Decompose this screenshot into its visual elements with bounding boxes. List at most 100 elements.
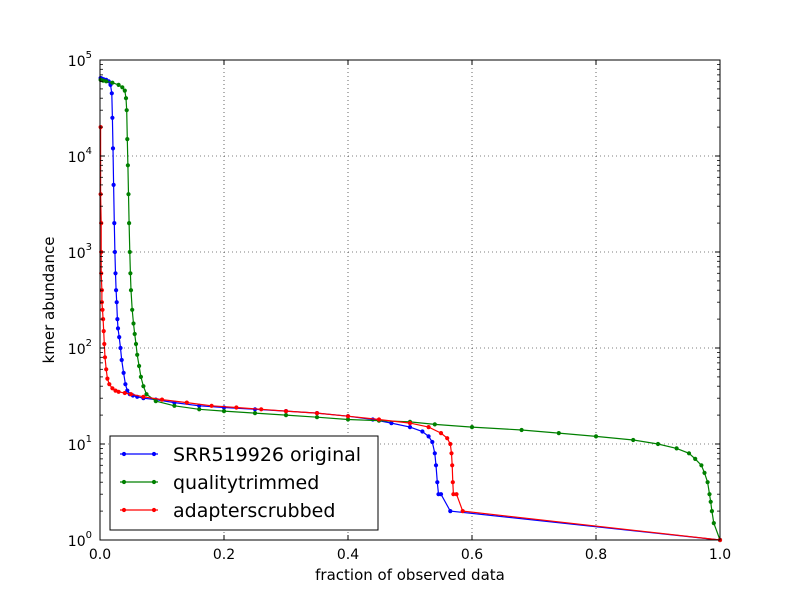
series-1 — [98, 77, 723, 543]
legend-marker — [121, 479, 127, 485]
data-point — [104, 367, 109, 372]
data-point — [460, 509, 465, 514]
data-point — [127, 221, 132, 226]
legend-label: SRR519926 original — [173, 444, 361, 466]
data-point — [407, 421, 413, 426]
data-point — [655, 441, 661, 447]
data-point — [153, 399, 158, 404]
data-point — [631, 437, 636, 443]
data-point — [432, 451, 437, 456]
y-tick-label: 101 — [68, 434, 92, 454]
x-tick-label: 0.4 — [337, 547, 359, 563]
data-point — [144, 392, 149, 397]
data-point — [709, 509, 715, 514]
data-point — [128, 271, 133, 276]
data-point — [118, 345, 123, 351]
data-point — [451, 492, 456, 497]
data-point — [125, 163, 130, 168]
data-point — [116, 389, 121, 394]
data-point — [121, 370, 126, 375]
data-point — [184, 400, 189, 405]
data-point — [102, 341, 107, 347]
legend-marker — [151, 451, 157, 457]
data-point — [112, 249, 117, 255]
data-point — [111, 182, 116, 187]
data-point — [117, 335, 122, 340]
data-point — [445, 436, 450, 441]
data-point — [674, 446, 679, 451]
data-point — [116, 82, 121, 87]
y-tick-exponent: 0 — [86, 530, 92, 541]
data-point — [708, 499, 713, 504]
data-point — [122, 390, 127, 396]
y-tick-label: 102 — [68, 338, 92, 358]
data-point — [707, 492, 712, 497]
data-point — [135, 352, 140, 357]
data-point — [407, 425, 413, 430]
data-point — [519, 427, 524, 433]
data-point — [124, 108, 129, 113]
data-point — [109, 91, 114, 96]
data-point — [699, 463, 704, 468]
x-tick-label: 1.0 — [709, 547, 731, 563]
data-point — [259, 407, 264, 412]
legend-label: qualitytrimmed — [173, 472, 319, 494]
data-point — [123, 382, 128, 387]
y-tick-exponent: 2 — [86, 338, 92, 349]
data-point — [122, 88, 127, 93]
data-point — [314, 411, 320, 416]
data-point — [454, 492, 459, 497]
data-point — [120, 85, 125, 90]
y-tick-base: 10 — [68, 342, 86, 358]
data-point — [131, 321, 136, 326]
data-point — [686, 451, 692, 456]
data-point — [314, 415, 320, 420]
data-point — [101, 329, 106, 334]
data-point — [432, 422, 437, 427]
y-tick-label: 103 — [68, 242, 92, 262]
data-point — [114, 288, 119, 293]
data-point — [252, 411, 258, 416]
data-point — [435, 480, 440, 485]
data-point — [448, 509, 453, 514]
data-point — [119, 357, 124, 363]
y-tick-label: 104 — [68, 146, 92, 166]
data-point — [100, 307, 105, 312]
data-point — [426, 425, 431, 430]
data-point — [450, 463, 455, 468]
data-point — [126, 192, 131, 197]
x-tick-label: 0.6 — [461, 547, 483, 563]
data-point — [702, 470, 707, 475]
data-point — [389, 421, 394, 426]
data-point — [101, 317, 106, 322]
data-point — [110, 80, 115, 85]
data-point — [469, 425, 475, 430]
data-point — [105, 376, 110, 381]
y-tick-exponent: 5 — [86, 50, 92, 61]
data-point — [438, 431, 444, 436]
data-point — [130, 307, 135, 312]
legend: SRR519926 original qualitytrimmed adapters… — [109, 435, 379, 531]
data-point — [448, 441, 453, 447]
y-tick-exponent: 3 — [86, 242, 92, 253]
data-point — [345, 414, 351, 419]
data-point — [234, 405, 239, 410]
y-tick-exponent: 1 — [86, 434, 92, 445]
data-point — [104, 79, 109, 84]
y-tick-label: 105 — [68, 50, 92, 70]
data-point — [430, 439, 435, 445]
legend-marker — [121, 507, 127, 513]
data-point — [138, 374, 143, 379]
data-point — [283, 409, 289, 414]
data-point — [449, 451, 454, 456]
data-point — [221, 409, 227, 414]
data-point — [159, 397, 165, 402]
data-point — [110, 115, 115, 120]
data-point — [137, 363, 142, 369]
data-point — [133, 341, 139, 347]
data-point — [141, 394, 146, 399]
data-point — [115, 317, 120, 322]
data-point — [112, 221, 117, 226]
data-point — [197, 407, 202, 412]
